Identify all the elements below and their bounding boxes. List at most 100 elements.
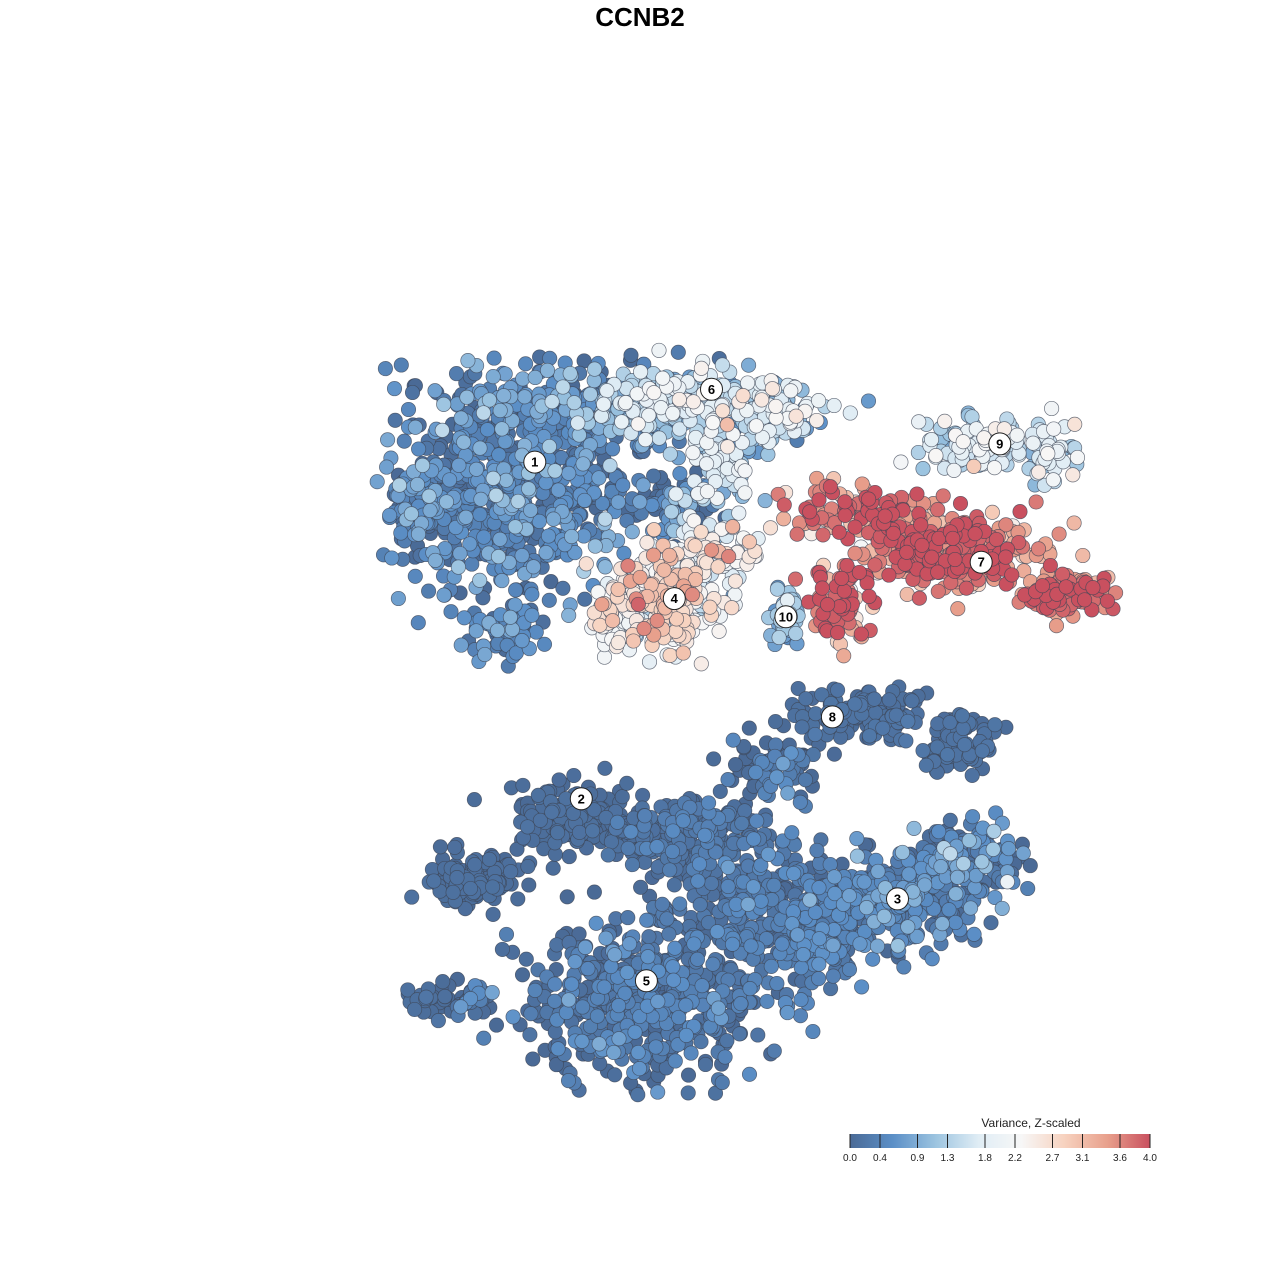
cell-point — [517, 389, 533, 405]
cell-point — [741, 534, 757, 550]
cell-point — [650, 993, 666, 1010]
cell-point — [865, 951, 881, 967]
cell-point — [727, 757, 744, 773]
cell-point — [742, 981, 758, 997]
cell-point — [909, 486, 925, 502]
cell-point — [624, 524, 640, 540]
cell-point — [536, 636, 553, 652]
cell-point — [630, 596, 646, 612]
cell-point — [966, 926, 982, 942]
cell-point — [632, 494, 648, 510]
cell-point — [983, 915, 999, 931]
cell-point — [458, 509, 474, 525]
cell-point — [1075, 547, 1091, 564]
cell-point — [637, 432, 653, 448]
cell-point — [545, 860, 561, 876]
cell-point — [559, 889, 575, 905]
cell-point — [775, 756, 791, 772]
cell-point — [711, 623, 727, 639]
cell-point — [793, 992, 809, 1008]
cell-point — [690, 873, 706, 889]
cell-point — [418, 989, 434, 1005]
cell-point — [1065, 467, 1081, 483]
cell-point — [1040, 446, 1056, 462]
cell-point — [870, 863, 886, 879]
cell-point — [655, 370, 671, 386]
cell-point — [588, 915, 604, 931]
cell-point — [609, 814, 625, 830]
cell-point — [510, 891, 526, 907]
cell-point — [485, 879, 501, 895]
cell-point — [515, 777, 531, 793]
cell-point — [640, 949, 656, 965]
cell-point — [396, 433, 412, 449]
cell-point — [627, 1024, 643, 1040]
cell-point — [525, 559, 542, 575]
cell-point — [633, 364, 649, 380]
cell-point — [790, 927, 806, 943]
cell-point — [623, 347, 639, 363]
cell-point — [648, 1039, 664, 1055]
cell-point — [430, 1013, 446, 1029]
cell-point — [514, 633, 530, 649]
cell-point — [564, 528, 580, 545]
cell-point — [645, 547, 662, 563]
cell-point — [369, 474, 385, 490]
cell-point — [753, 893, 769, 909]
cell-point — [630, 1087, 646, 1103]
cell-point — [934, 916, 950, 932]
cell-point — [596, 979, 612, 995]
cell-point — [591, 470, 607, 486]
cell-point — [743, 938, 759, 954]
cell-point — [567, 954, 583, 970]
cell-point — [792, 794, 808, 810]
cell-point — [453, 637, 469, 653]
cell-point — [523, 1006, 539, 1022]
cell-point — [541, 592, 557, 608]
cell-point — [1020, 880, 1036, 897]
cell-point — [741, 720, 757, 736]
cell-point — [1009, 427, 1025, 443]
cell-point — [586, 884, 602, 900]
cell-point — [464, 556, 480, 572]
cell-point — [426, 873, 442, 889]
cell-point — [382, 507, 398, 523]
cell-point — [807, 726, 823, 743]
cell-point — [639, 912, 655, 928]
cell-point — [666, 877, 682, 893]
cell-point — [630, 416, 646, 432]
cell-point — [522, 1027, 538, 1043]
cell-point — [541, 438, 557, 455]
cell-point — [836, 648, 852, 664]
cell-point — [432, 839, 448, 855]
cell-point — [847, 545, 863, 561]
cell-point — [434, 422, 450, 438]
cell-point — [774, 936, 790, 952]
cell-point — [693, 656, 709, 672]
cell-point — [974, 743, 990, 759]
cell-point — [561, 992, 577, 1008]
cell-point — [449, 870, 465, 886]
cell-point — [985, 841, 1001, 857]
cell-point — [494, 941, 510, 957]
cell-point — [646, 522, 662, 538]
cell-point — [574, 1033, 590, 1049]
cell-point — [899, 544, 915, 560]
cell-point — [714, 1074, 730, 1091]
cell-point — [767, 714, 784, 730]
cell-point — [699, 483, 715, 500]
cell-point — [527, 982, 543, 998]
cell-point — [589, 1008, 605, 1024]
cell-point — [894, 844, 911, 860]
cell-point — [724, 936, 741, 952]
cell-point — [672, 896, 688, 912]
cell-point — [661, 547, 677, 563]
cell-point — [692, 897, 708, 913]
cell-point — [561, 607, 577, 623]
cell-point — [468, 623, 484, 639]
cell-point — [443, 604, 459, 620]
cell-point — [906, 820, 922, 836]
cell-point — [720, 439, 736, 455]
cell-point — [485, 369, 501, 385]
cell-point — [587, 538, 603, 554]
